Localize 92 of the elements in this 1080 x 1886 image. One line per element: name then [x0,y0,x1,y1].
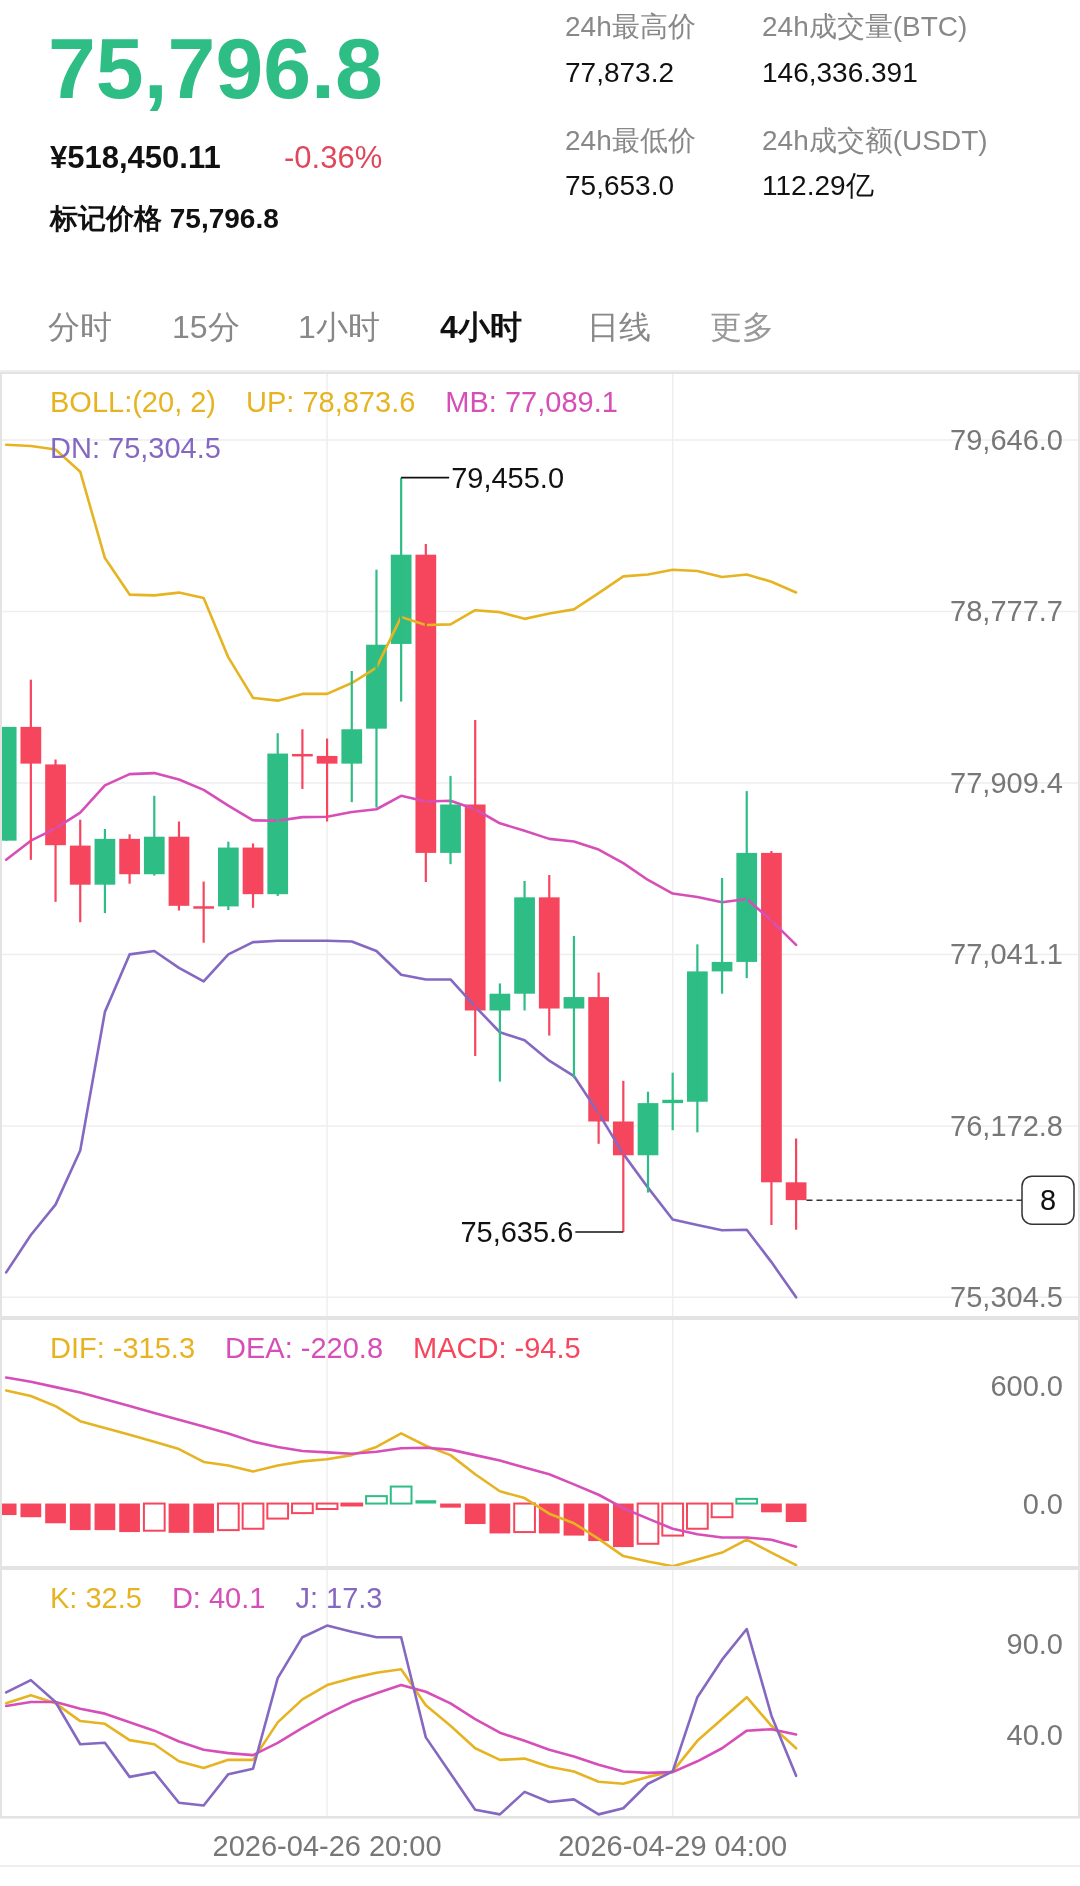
text: 日线 [587,309,651,345]
candlestick [119,833,140,885]
bar [193,1503,215,1533]
bar [340,1502,364,1507]
y-tick-label: 77,041.1 [950,938,1063,971]
text: 标记价格 75,796.8 [49,203,279,234]
y-tick-label: 90.0 [1006,1628,1063,1661]
y-tick-label: 75,304.5 [950,1281,1063,1314]
line-series [4,771,798,947]
series-label: DIF: -315.3 [50,1332,196,1364]
y-tick-label: 79,646.0 [950,423,1063,456]
line-series [4,1376,798,1548]
bar [20,1503,42,1518]
bar [415,1500,437,1504]
text: 分时 [48,309,112,345]
text: 75,653.0 [565,170,674,201]
bar [464,1503,486,1525]
text: -0.36% [284,140,383,175]
bar [785,1503,807,1523]
x-tick-label: 2026-04-29 04:00 [558,1830,788,1862]
bar [94,1503,116,1531]
bar [365,1495,388,1505]
bar [710,1502,734,1519]
bar [142,1502,166,1532]
candlestick [143,794,165,877]
bar [440,1503,461,1508]
text: DEA: -220.8 [225,1332,384,1364]
text: UP: 78,873.6 [246,386,416,418]
text: 24h成交量(BTC) [762,11,968,42]
text: 112.29亿 [762,170,874,201]
bar [291,1502,314,1515]
y-tick-label: 78,777.7 [950,595,1063,628]
bar [588,1503,609,1542]
line-series [4,1624,798,1816]
y-tick-label: 0.0 [1022,1487,1063,1520]
candlestick [563,934,585,1080]
bar [216,1502,240,1532]
candlestick [687,943,708,1134]
bar [661,1502,685,1537]
x-tick-label: 2026-04-26 20:00 [212,1830,442,1862]
text: 更多 [710,309,774,345]
annotation: 75,635.6 [460,1215,574,1248]
line-series [4,1667,798,1786]
bar [761,1503,782,1513]
text: ¥518,450.11 [50,140,221,175]
bar [315,1502,339,1511]
y-tick-label: 600.0 [990,1370,1063,1403]
bar [69,1503,91,1531]
candlestick [316,737,338,823]
bar [45,1503,66,1524]
annotation: 8 [1039,1184,1057,1217]
text: 24h最低价 [565,125,696,156]
annotation: 79,455.0 [451,461,565,494]
bar [241,1502,265,1530]
text: DN: 75,304.5 [50,432,221,464]
text: 75,796.8 [48,20,383,116]
candlestick [538,873,560,1037]
y-tick-label: 77,909.4 [950,766,1063,799]
bar [636,1502,660,1545]
bar [119,1503,140,1533]
line-series [4,1389,798,1568]
bar [489,1503,511,1534]
candlestick [415,542,437,884]
bar [266,1502,290,1520]
bar [686,1502,709,1530]
text: 4小时 [440,309,522,345]
candlestick [341,669,363,804]
bar [612,1503,634,1548]
candlestick [217,840,239,912]
text: 24h成交额(USDT) [762,125,988,156]
bar [513,1502,536,1534]
legend-title: BOLL:(20, 2) [50,386,217,418]
text: 77,873.2 [565,57,674,88]
bar [389,1485,413,1505]
text: 15分 [172,309,240,345]
y-tick-label: 40.0 [1006,1718,1063,1751]
text: D: 40.1 [171,1582,266,1614]
bar [735,1497,759,1505]
text: 146,336.391 [762,57,918,88]
text: 1小时 [298,309,380,345]
text: 24h最高价 [565,11,696,42]
candlestick [69,818,91,924]
candlestick [193,880,215,944]
candlestick [20,678,42,861]
text: K: 32.5 [50,1582,142,1614]
text: MB: 77,089.1 [445,386,618,418]
text: MACD: -94.5 [413,1332,581,1364]
line-series [4,1683,798,1775]
y-tick-label: 76,172.8 [950,1109,1063,1142]
line-series [4,939,798,1299]
bar [168,1503,190,1533]
series-label: J: 17.3 [295,1582,383,1614]
